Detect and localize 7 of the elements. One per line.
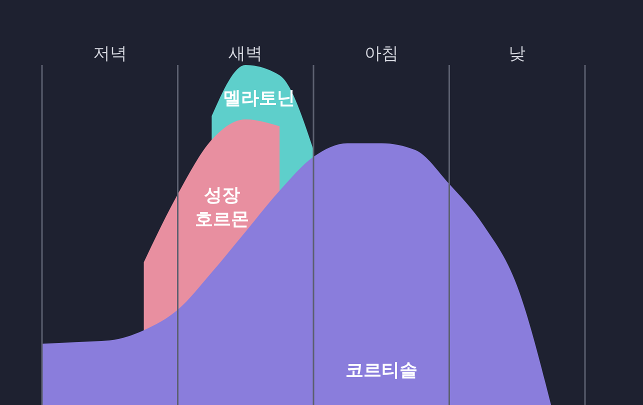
series-label: 코르티솔 [344,359,418,383]
series-label: 성장 호르몬 [194,184,250,232]
x-tick-label: 새벽 [228,44,263,64]
series-label: 멜라토닌 [222,87,296,111]
x-tick-label: 저녁 [92,44,127,64]
x-tick-label: 낮 [508,44,526,64]
x-tick-label: 아침 [364,44,398,64]
